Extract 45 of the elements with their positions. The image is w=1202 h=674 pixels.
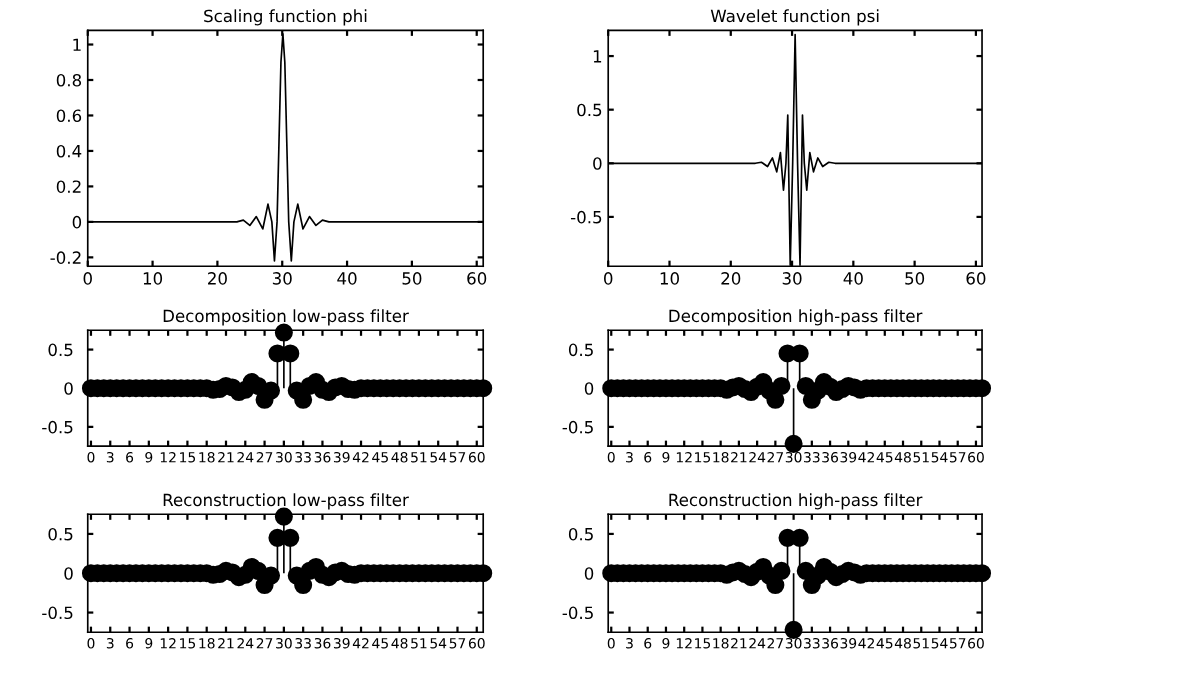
y-tick-label: 1 [593, 50, 602, 63]
x-tick-label: 40 [843, 272, 863, 285]
x-tick-label: 20 [208, 272, 227, 285]
y-tick-label: 0 [584, 567, 594, 580]
y-tick-label: 0 [64, 382, 73, 395]
y-tick-label: 0 [72, 215, 82, 229]
x-tick-label: 30 [272, 272, 292, 285]
chart-title: Reconstruction low-pass filter [163, 493, 409, 510]
y-tick-label: -0.5 [562, 606, 593, 620]
y-tick-label: 0.5 [568, 527, 593, 541]
line-series [87, 33, 484, 262]
y-tick-label: 0.5 [48, 343, 73, 357]
y-tick-label: -0.2 [50, 251, 81, 264]
y-tick-label: 0 [64, 567, 73, 580]
x-tick-label: 60 [467, 272, 487, 285]
x-tick-label: 20 [721, 272, 741, 285]
y-tick-label: -0.5 [42, 606, 73, 620]
x-tick-label: 30 [782, 272, 802, 285]
y-tick-label: 0.8 [56, 73, 82, 87]
y-tick-label: 0.2 [56, 180, 81, 193]
y-tick-label: 0 [593, 157, 602, 170]
y-tick-label: 0.4 [56, 144, 82, 158]
x-tick-label: 0 [83, 272, 92, 285]
chart-title: Scaling function phi [204, 9, 367, 26]
chart-title: Decomposition low-pass filter [163, 309, 409, 326]
line-series [608, 33, 983, 266]
y-tick-label: 0.6 [56, 109, 82, 123]
x-tick-label: 0 [604, 272, 613, 285]
y-tick-label: 0 [584, 382, 594, 395]
x-tick-label: 50 [402, 272, 422, 285]
y-tick-label: 1 [73, 38, 81, 51]
x-tick-label: 60 [966, 272, 986, 285]
y-tick-label: 0.5 [568, 343, 593, 357]
x-tick-label: 10 [660, 272, 679, 285]
y-tick-label: -0.5 [42, 420, 73, 434]
chart-title: Decomposition high-pass filter [669, 309, 923, 326]
y-tick-label: 0.5 [48, 527, 73, 541]
x-tick-label: 50 [905, 272, 925, 285]
chart-title: Reconstruction high-pass filter [669, 493, 923, 510]
y-tick-label: -0.5 [562, 420, 593, 434]
x-tick-label: 40 [337, 272, 357, 285]
x-tick-label: 10 [143, 272, 163, 285]
y-tick-label: 0.5 [577, 103, 602, 117]
chart-title: Wavelet function psi [710, 9, 879, 26]
y-tick-label: -0.5 [570, 210, 602, 224]
